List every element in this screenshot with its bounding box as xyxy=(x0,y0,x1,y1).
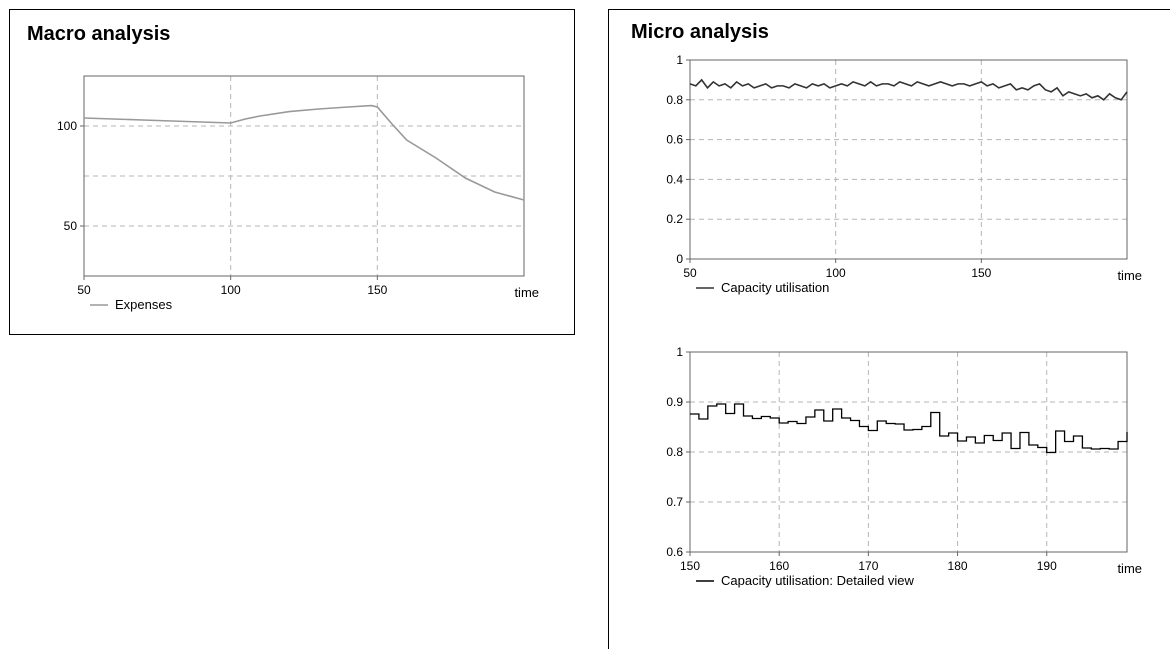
micro-detailed-ytick-label: 0.9 xyxy=(666,395,683,409)
micro-capacity-ytick-label: 0.2 xyxy=(666,212,683,226)
micro-capacity-ytick-label: 0.8 xyxy=(666,93,683,107)
micro-capacity-ytick-label: 0.4 xyxy=(666,172,683,186)
micro-detailed-xtick-label: 180 xyxy=(948,559,968,573)
macro-ytick-label: 100 xyxy=(57,119,77,133)
macro-plot-frame xyxy=(83,75,525,277)
micro-panel-title: Micro analysis xyxy=(631,21,769,43)
micro-capacity-ytick-label: 0 xyxy=(676,252,683,266)
macro-expenses-chart: 50 100 50 100 150 time Expenses xyxy=(57,75,539,312)
micro-detailed-xtick-label: 160 xyxy=(769,559,789,573)
micro-detailed-ytick-label: 0.6 xyxy=(666,545,683,559)
micro-analysis-panel: Micro analysis 0 0.2 0.4 0.6 0.8 1 50 100 150 tim… xyxy=(608,9,1170,649)
macro-xaxis-label: time xyxy=(514,285,539,300)
micro-detailed-ytick-label: 0.7 xyxy=(666,495,683,509)
macro-panel-title: Macro analysis xyxy=(27,23,171,45)
micro-capacity-plot-frame xyxy=(689,59,1128,260)
macro-xtick-label: 100 xyxy=(221,283,241,297)
macro-series-line xyxy=(83,104,525,201)
micro-capacity-xtick-label: 50 xyxy=(683,266,697,280)
micro-detailed-xtick-label: 190 xyxy=(1037,559,1057,573)
micro-capacity-ytick-label: 0.6 xyxy=(666,133,683,147)
micro-detailed-legend-label: Capacity utilisation: Detailed view xyxy=(721,573,915,588)
macro-xtick-label: 150 xyxy=(367,283,387,297)
micro-capacity-detailed-chart: 0.6 0.7 0.8 0.9 1 150 160 170 180 190 time Capacity… xyxy=(666,345,1142,588)
micro-detailed-xaxis-label: time xyxy=(1117,561,1142,576)
micro-detailed-ytick-label: 1 xyxy=(676,345,683,359)
micro-capacity-xtick-label: 150 xyxy=(971,266,991,280)
micro-detailed-series-line xyxy=(690,403,1128,454)
micro-capacity-legend-label: Capacity utilisation xyxy=(721,280,829,295)
macro-legend-label: Expenses xyxy=(115,297,173,312)
micro-detailed-ytick-label: 0.8 xyxy=(666,445,683,459)
macro-analysis-panel: Macro analysis 50 100 50 100 150 time Expenses xyxy=(9,9,575,335)
micro-detailed-xtick-label: 170 xyxy=(858,559,878,573)
micro-capacity-xtick-label: 100 xyxy=(826,266,846,280)
micro-capacity-series-line xyxy=(689,78,1128,101)
micro-capacity-xaxis-label: time xyxy=(1117,268,1142,283)
micro-detailed-xtick-label: 150 xyxy=(680,559,700,573)
micro-capacity-ytick-label: 1 xyxy=(676,53,683,67)
macro-ytick-label: 50 xyxy=(64,219,78,233)
macro-xtick-label: 50 xyxy=(77,283,91,297)
